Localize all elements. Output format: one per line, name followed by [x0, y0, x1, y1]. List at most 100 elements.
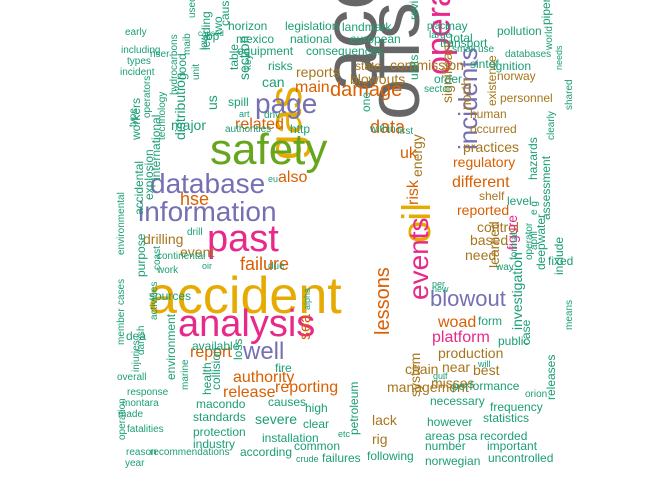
- cloud-word-available: available: [192, 339, 240, 353]
- cloud-word-will: will: [478, 359, 491, 369]
- cloud-word-occurred: occurred: [470, 122, 517, 136]
- cloud-word-sea: sea: [297, 314, 314, 340]
- cloud-word-information: information: [138, 196, 277, 227]
- cloud-word-cause: cause: [218, 0, 232, 26]
- cloud-word-rig: rig: [372, 431, 388, 447]
- cloud-word-well: well: [243, 338, 285, 365]
- cloud-word-hazards: hazards: [526, 137, 540, 180]
- cloud-word-different: different: [452, 174, 510, 191]
- cloud-word-large: large: [429, 30, 452, 41]
- cloud-word-databases: databases: [505, 49, 552, 60]
- cloud-word-order: order: [434, 72, 463, 86]
- cloud-word-practices: practices: [463, 139, 520, 155]
- cloud-word-within: within: [370, 124, 396, 135]
- cloud-word-riser: riser: [150, 49, 170, 60]
- cloud-word-bp: bp: [206, 29, 220, 43]
- cloud-word-one: one: [359, 91, 373, 112]
- cloud-word-landmark: landmark: [342, 20, 392, 34]
- cloud-word-transport: transport: [440, 36, 488, 50]
- cloud-word-place: place: [427, 21, 451, 32]
- cloud-word-best: best: [473, 362, 500, 378]
- cloud-word-oir: oir: [202, 261, 213, 271]
- cloud-word-consequences: consequences: [306, 44, 384, 58]
- cloud-word-authorities: authorities: [225, 124, 272, 135]
- cloud-word-review: review: [407, 0, 421, 20]
- cloud-word-clear: clear: [303, 417, 330, 431]
- cloud-word-montara: montara: [122, 398, 159, 409]
- cloud-word-year: year: [125, 458, 145, 469]
- cloud-word-data: data: [370, 117, 406, 137]
- cloud-word-macondo: macondo: [196, 397, 246, 411]
- cloud-word-blowouts: blowouts: [350, 71, 406, 87]
- cloud-word-reason: reason: [126, 447, 157, 458]
- cloud-word-state: state: [355, 59, 382, 73]
- cloud-word-overall: overall: [117, 372, 147, 383]
- cloud-word-psa: psa: [458, 429, 478, 443]
- cloud-word-energy: energy: [409, 134, 425, 177]
- cloud-word-norway: norway: [497, 69, 536, 83]
- cloud-word-caused: caused: [198, 29, 224, 38]
- cloud-word-response: response: [127, 387, 169, 398]
- cloud-word-fixed: fixed: [548, 254, 574, 268]
- cloud-word-petroleum: petroleum: [347, 381, 361, 435]
- cloud-word-form: form: [478, 314, 502, 328]
- cloud-word-control: control: [477, 219, 520, 235]
- cloud-word-frequency: frequency: [490, 400, 543, 414]
- cloud-word-risk: risk: [405, 180, 422, 205]
- cloud-word-event: event: [180, 244, 215, 260]
- cloud-word-environment: environment: [164, 313, 178, 380]
- cloud-word-early: early: [125, 27, 147, 38]
- cloud-word-regulatory: regulatory: [453, 154, 516, 170]
- cloud-word-production: production: [438, 345, 504, 361]
- cloud-word-industry: industry: [193, 437, 236, 451]
- cloud-word-horizon: horizon: [228, 19, 268, 33]
- cloud-word-shelf: shelf: [479, 189, 505, 203]
- cloud-word-used: used: [187, 0, 198, 18]
- cloud-word-needs: needs: [554, 45, 564, 70]
- cloud-word-protection: protection: [193, 425, 246, 439]
- cloud-word-woad: woad: [438, 314, 477, 331]
- cloud-word-lack: lack: [372, 412, 397, 428]
- cloud-word-system: system: [407, 352, 423, 397]
- cloud-word-http: http: [290, 122, 311, 136]
- cloud-word-dnv: dnv: [264, 110, 281, 121]
- cloud-word-analysis: analysis: [178, 303, 316, 345]
- cloud-word-following: following: [367, 449, 414, 463]
- cloud-word-reported: reported: [457, 202, 510, 218]
- cloud-word-reports: reports: [296, 64, 340, 80]
- cloud-word-operators: operators: [142, 75, 153, 118]
- cloud-word-first: first: [397, 126, 414, 137]
- cloud-word-failures: failures: [322, 451, 361, 465]
- cloud-word-installation: installation: [262, 431, 319, 445]
- cloud-word-human: human: [470, 107, 507, 121]
- cloud-word-causes: causes: [268, 395, 307, 409]
- cloud-word-national: national: [290, 32, 333, 46]
- cloud-word-continental: continental: [157, 251, 206, 262]
- cloud-word-types: types: [127, 56, 151, 67]
- cloud-word-number: number: [425, 439, 466, 453]
- cloud-word-recommendations: recommendations: [150, 447, 230, 458]
- cloud-word-low: low: [199, 34, 210, 50]
- cloud-word-risks: risks: [268, 59, 293, 73]
- cloud-word-dea: dea: [126, 329, 147, 343]
- cloud-word-environmental: environmental: [116, 192, 127, 255]
- cloud-word-way: way: [496, 262, 514, 273]
- cloud-word-health: health: [200, 362, 214, 395]
- cloud-word-can: can: [262, 74, 285, 90]
- cloud-word-reporting: reporting: [275, 379, 339, 396]
- cloud-word-necessary: necessary: [430, 394, 485, 408]
- cloud-word-according: according: [240, 445, 293, 459]
- cloud-word-however: however: [427, 415, 473, 429]
- cloud-word-safety: safety: [210, 125, 328, 174]
- cloud-word-learned: learned: [486, 221, 502, 268]
- cloud-word-performance: performance: [452, 379, 520, 393]
- cloud-word-drill: drill: [187, 227, 203, 238]
- cloud-word-ignition: ignition: [493, 59, 532, 73]
- cloud-word-type: type: [128, 108, 139, 127]
- cloud-word-mexico: mexico: [236, 32, 275, 46]
- cloud-word-due: due: [268, 261, 285, 272]
- cloud-word-sintef: sintef: [470, 57, 499, 71]
- cloud-word-main: main: [295, 79, 330, 96]
- cloud-word-case: case: [519, 319, 533, 345]
- cloud-word-unit: unit: [191, 63, 202, 80]
